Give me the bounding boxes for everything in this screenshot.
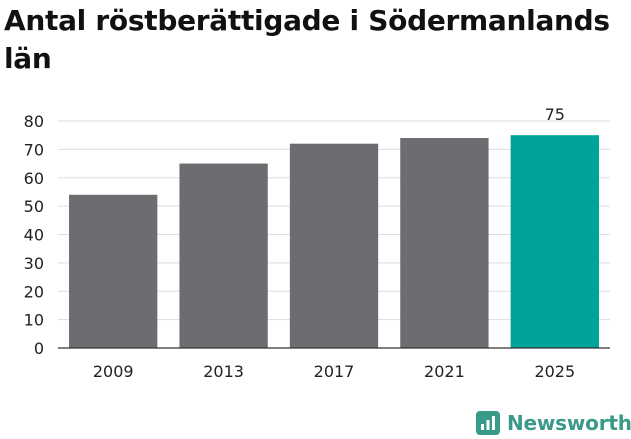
newsworthy-logo: Newsworthy [476, 408, 631, 438]
bars [69, 135, 599, 348]
x-tick-label: 2021 [424, 362, 465, 381]
y-tick-label: 50 [24, 197, 44, 216]
bar-2021 [400, 138, 489, 348]
y-tick-label: 30 [24, 254, 44, 273]
y-axis-tick-labels: 0 10 20 30 40 50 60 70 80 [24, 112, 44, 358]
y-tick-label: 20 [24, 282, 44, 301]
y-tick-label: 40 [24, 226, 44, 245]
bar-2013 [179, 163, 268, 348]
y-tick-label: 10 [24, 311, 44, 330]
data-label: 75 [545, 105, 565, 124]
y-tick-label: 0 [34, 339, 44, 358]
x-tick-label: 2013 [203, 362, 244, 381]
y-tick-label: 70 [24, 140, 44, 159]
x-axis-tick-labels: 2009 2013 2017 2021 2025 [93, 362, 575, 381]
bar-chart: 0 10 20 30 40 50 60 70 80 2009 2013 2017 2021 2025 7… [24, 105, 610, 381]
brand-name: Newsworthy [507, 411, 631, 435]
bar-2017 [289, 143, 379, 348]
y-tick-label: 80 [24, 112, 44, 131]
x-tick-label: 2017 [314, 362, 355, 381]
bar-2009 [69, 194, 158, 348]
bar-2025 [510, 135, 599, 348]
x-tick-label: 2009 [93, 362, 134, 381]
bar-chart-logo-icon [476, 411, 500, 435]
data-labels: 75 [545, 105, 565, 124]
y-tick-label: 60 [24, 169, 44, 188]
x-tick-label: 2025 [534, 362, 575, 381]
chart-title: Antal röstberättigade i Södermanlands lä… [4, 4, 610, 75]
